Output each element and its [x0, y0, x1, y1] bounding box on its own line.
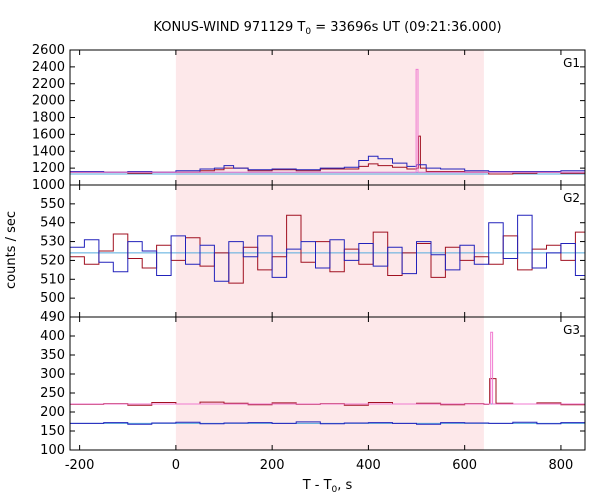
panel-g2-ytick-label-6: 550 — [40, 197, 65, 212]
xtick-label-0: -200 — [65, 458, 95, 473]
panel-g3-ytick-label-2: 200 — [40, 405, 65, 420]
panel-g1-ytick-label-8: 2600 — [32, 43, 65, 58]
panel-g3-ytick-label-1: 150 — [40, 424, 65, 439]
panel-g1-series-dark_red-0 — [70, 135, 586, 175]
y-axis-label: counts / sec — [4, 211, 19, 289]
panel-g1-ytick-label-2: 1400 — [32, 144, 65, 159]
panel-g2-ytick-label-4: 530 — [40, 235, 65, 250]
panel-g1-label: G1 — [563, 56, 580, 70]
panel-g1-ytick-label-5: 2000 — [32, 94, 65, 109]
chart-title: KONUS-WIND 971129 T0 = 33696s UT (09:21:… — [153, 20, 501, 37]
xtick-label-1: 0 — [172, 458, 180, 473]
xtick-label-4: 600 — [452, 458, 477, 473]
x-axis-label: T - T0, s — [302, 478, 353, 495]
panel-g3-ytick-label-5: 350 — [40, 348, 65, 363]
panel-g2-ytick-label-3: 520 — [40, 253, 65, 268]
panel-g2-label: G2 — [563, 191, 580, 205]
panel-g3-series-blue-1 — [70, 421, 586, 425]
panel-g2-ytick-label-2: 510 — [40, 272, 65, 287]
xtick-label-5: 800 — [549, 458, 574, 473]
panel-g3-frame — [69, 316, 586, 451]
panel-g3-series-pink-2 — [70, 331, 585, 405]
panel-g3-ytick-label-4: 300 — [40, 367, 65, 382]
panel-g1-series-pink-2 — [70, 68, 585, 173]
panel-g1-series-blue-1 — [70, 155, 586, 173]
xtick-label-2: 200 — [260, 458, 285, 473]
panel-g3-ytick-label-0: 100 — [40, 443, 65, 458]
panel-g1-ytick-label-4: 1800 — [32, 111, 65, 126]
panel-g3-ytick-label-6: 400 — [40, 329, 65, 344]
panel-g2-series-blue-1 — [70, 214, 586, 282]
panel-g2-ytick-label-5: 540 — [40, 216, 65, 231]
panel-g2-ytick-label-1: 500 — [40, 291, 65, 306]
panel-g1-ytick-label-3: 1600 — [32, 127, 65, 142]
panel-g2-ytick-label-0: 490 — [40, 310, 65, 325]
xtick-label-3: 400 — [356, 458, 381, 473]
panel-g1-ytick-label-1: 1200 — [32, 161, 65, 176]
panel-g1-ytick-label-6: 2200 — [32, 77, 65, 92]
panel-g3-ytick-label-3: 250 — [40, 386, 65, 401]
panel-g3-label: G3 — [563, 323, 580, 337]
panel-g1-ytick-label-7: 2400 — [32, 60, 65, 75]
panel-g1-ytick-label-0: 1000 — [32, 178, 65, 193]
